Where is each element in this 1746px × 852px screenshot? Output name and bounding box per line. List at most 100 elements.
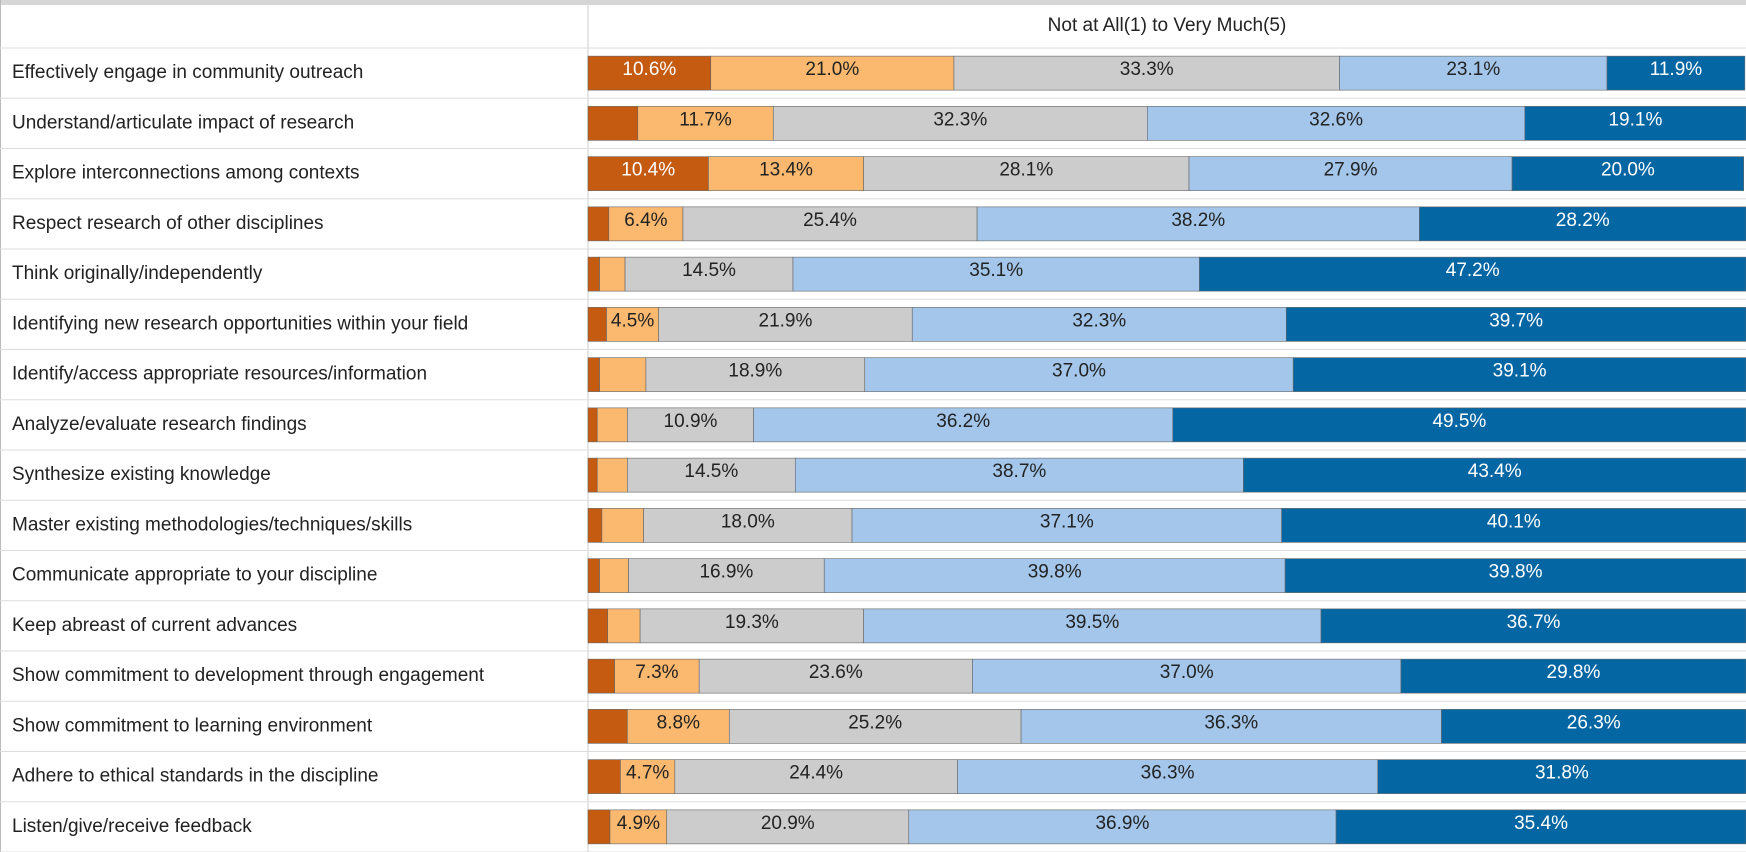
bar-segment [674,759,958,794]
value-label: 13.4% [759,160,813,181]
bar-segment [587,508,603,543]
bar-segment [1243,457,1746,493]
value-label: 14.5% [684,461,738,482]
value-label: 11.9% [1650,59,1703,80]
value-label: 38.2% [1171,210,1225,231]
value-label: 26.3% [1567,712,1621,733]
bar-segment [1188,156,1513,191]
bar-segment [587,357,600,392]
value-label: 11.7% [679,109,732,130]
value-label: 32.3% [1072,310,1126,331]
value-label: 20.9% [761,813,815,834]
bar-segment [1419,206,1746,242]
category-label: Master existing methodologies/techniques… [12,514,412,535]
bar-segment [587,759,621,794]
bar-segment [682,206,978,242]
category-label: Identifying new research opportunities w… [12,313,468,334]
value-label: 28.2% [1556,210,1610,231]
value-label: 36.2% [936,411,990,432]
bar-segment [863,156,1190,191]
value-label: 23.1% [1446,59,1500,80]
value-label: 32.6% [1309,109,1363,130]
value-label: 24.4% [789,763,843,784]
bar-segment [953,55,1340,91]
value-label: 10.6% [622,59,676,80]
bar-segment [972,658,1402,694]
bar-segment [624,256,794,292]
value-label: 16.9% [699,562,753,583]
bar-segment [643,508,853,543]
bar-segment [609,809,668,845]
bar-segment [587,558,600,593]
top-strip [0,0,1746,5]
bar-segment [1320,608,1746,644]
value-label: 38.7% [992,461,1046,482]
bar-segment [864,357,1294,392]
value-label: 31.8% [1535,763,1589,784]
value-label: 6.4% [624,210,667,231]
value-label: 10.4% [621,160,675,181]
value-label: 49.5% [1432,411,1486,432]
value-label: 39.8% [1489,562,1543,583]
value-label: 18.0% [721,511,775,532]
bar-segment [1199,256,1746,292]
category-label: Synthesize existing knowledge [12,464,271,485]
value-label: 36.9% [1095,813,1149,834]
value-label: 35.4% [1514,813,1568,834]
bar-segment [639,608,864,644]
bar-segment [587,457,598,493]
bar-segment [1441,709,1746,744]
bar-segment [792,256,1200,292]
bar-segment [1400,658,1746,694]
value-label: 36.3% [1141,763,1195,784]
bar-segment [587,206,610,242]
bar-segment [698,658,973,694]
bar-segment [794,457,1244,493]
category-label: Communicate appropriate to your discipli… [12,565,377,586]
bar-segment [627,407,754,443]
bar-segment [587,658,615,694]
bar-segment [1339,55,1608,91]
value-label: 4.9% [617,813,660,834]
value-label: 4.7% [626,763,669,784]
value-label: 19.3% [725,612,779,633]
value-label: 18.9% [728,361,782,382]
bar-segment [587,809,611,845]
bar-segment [587,106,639,141]
bar-segment [620,759,676,794]
value-label: 25.4% [803,210,857,231]
value-label: 35.1% [969,260,1023,281]
category-label: Analyze/evaluate research findings [12,414,307,435]
bar-segment [976,206,1420,242]
value-label: 28.1% [999,160,1053,181]
value-label: 33.3% [1120,59,1174,80]
value-label: 10.9% [664,411,718,432]
value-label: 23.6% [809,662,863,683]
value-label: 4.5% [611,310,654,331]
value-label: 39.1% [1493,361,1547,382]
bar-segment [601,508,644,543]
bar-segment [587,407,598,443]
bar-segment [1284,558,1746,593]
value-label: 39.8% [1028,562,1082,583]
bar-segment [1020,709,1442,744]
bar-segment [587,307,607,342]
value-label: 19.1% [1608,109,1662,130]
bar-segment [1511,156,1744,191]
bar-segment [645,357,866,392]
bar-segment [608,206,684,242]
bar-segment [587,156,709,191]
bar-segment [627,709,730,744]
bar-segment [1281,508,1746,543]
category-label: Understand/articulate impact of research [12,112,354,133]
category-label: Respect research of other disciplines [12,213,324,234]
category-label: Show commitment to development through e… [12,665,485,686]
bar-segment [1335,809,1746,845]
bar-segment [772,106,1148,141]
category-label: Keep abreast of current advances [12,615,297,636]
bar-segment [708,156,864,191]
value-label: 40.1% [1487,511,1541,532]
bar-segment [596,407,628,443]
value-label: 21.9% [759,310,813,331]
